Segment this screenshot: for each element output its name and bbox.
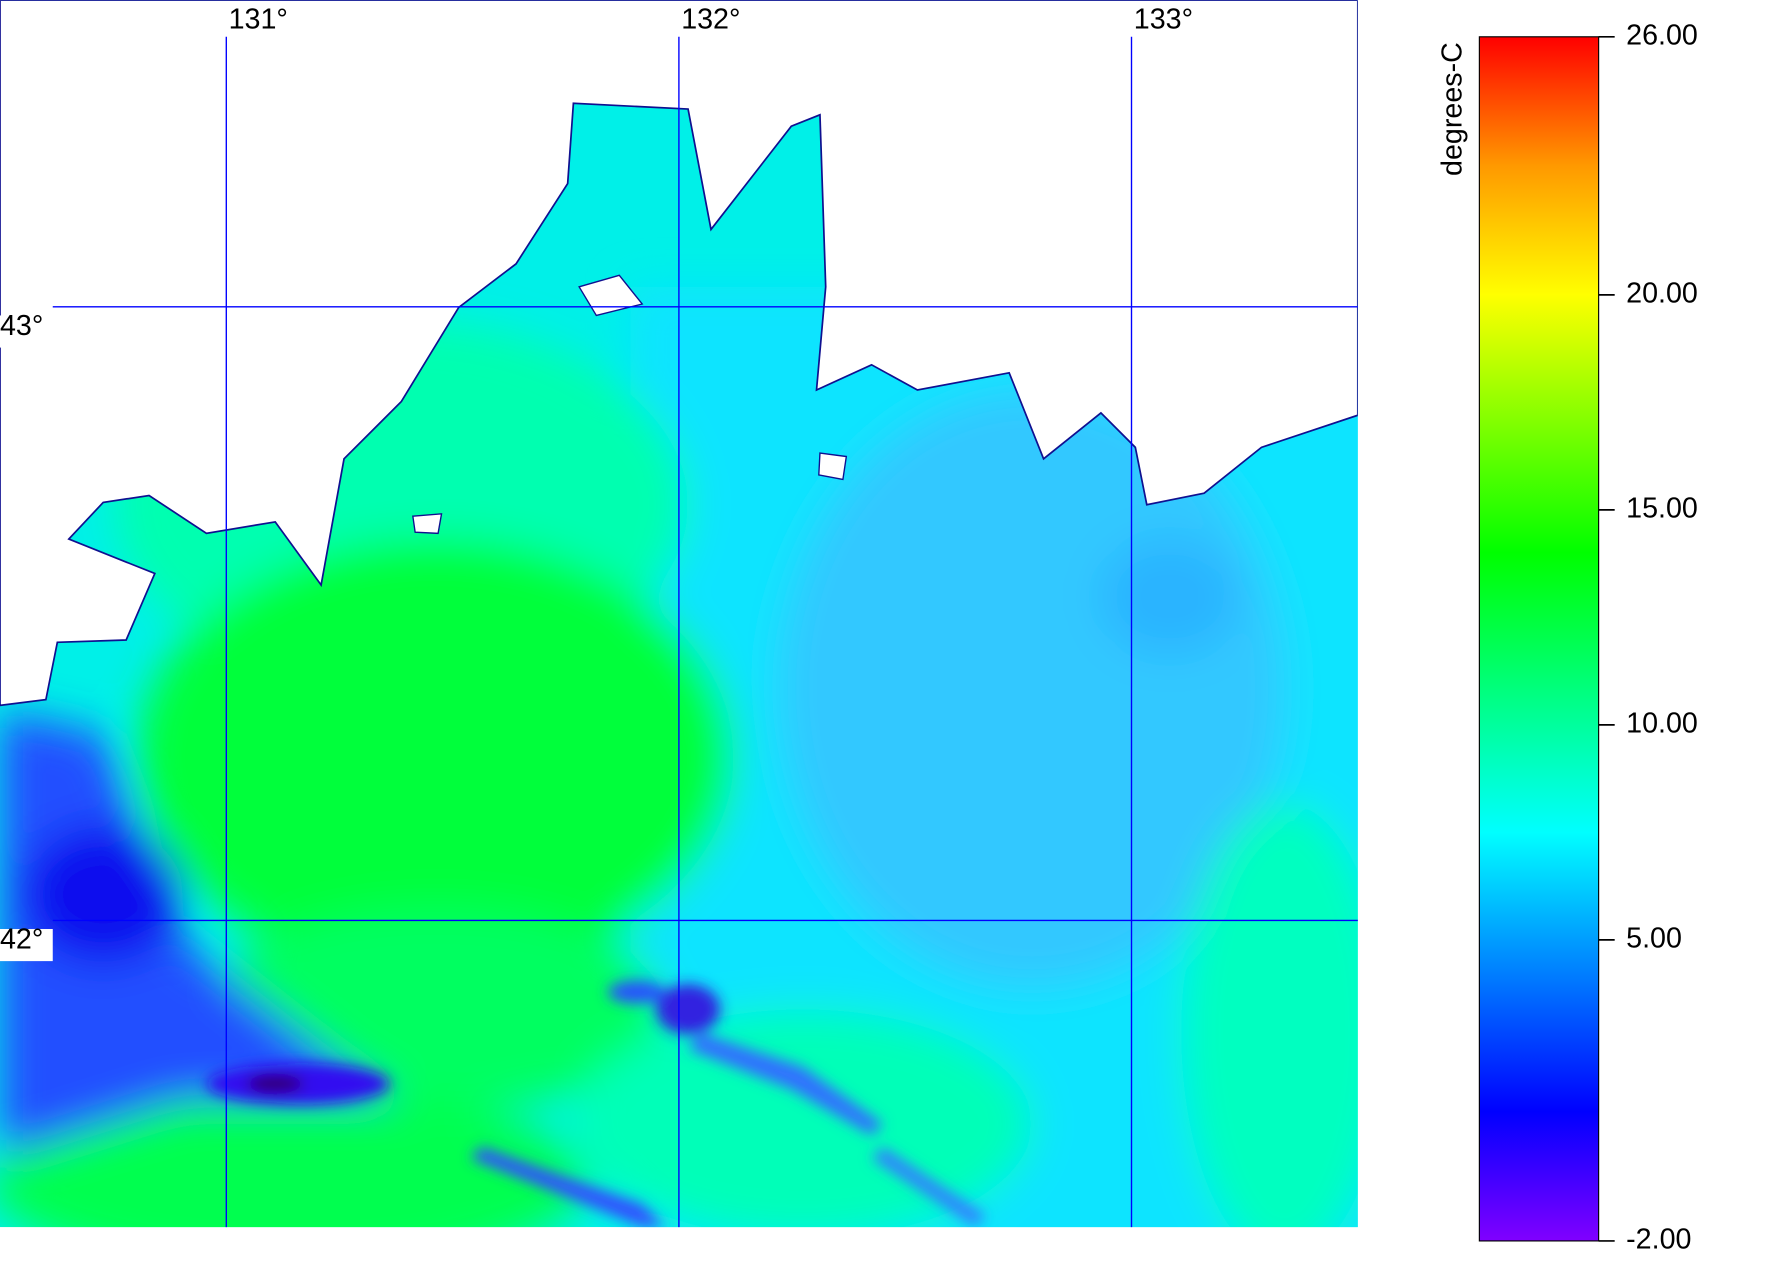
colorbar: 26.00 20.00 15.00 10.00 5.00 -2.00 xyxy=(1478,19,1698,1256)
lat-label: 42° xyxy=(0,924,43,956)
lat-label: 43° xyxy=(0,310,43,342)
label-bg xyxy=(0,929,53,962)
tick-label: 26.00 xyxy=(1626,19,1698,51)
land xyxy=(0,0,1358,707)
tick-label: 20.00 xyxy=(1626,277,1698,309)
tick-label: 5.00 xyxy=(1626,922,1682,954)
lon-label: 131° xyxy=(229,3,288,35)
cold-spots xyxy=(206,980,987,1228)
label-bg xyxy=(0,315,53,348)
tick-label: 15.00 xyxy=(1626,492,1698,524)
lon-label: 133° xyxy=(1134,3,1193,35)
tick-label: 10.00 xyxy=(1626,707,1698,739)
islands xyxy=(412,274,848,535)
colorbar-ramp xyxy=(1478,36,1600,1242)
graticule xyxy=(52,36,1358,1228)
lon-label: 132° xyxy=(681,3,740,35)
tick-label: -2.00 xyxy=(1626,1224,1691,1256)
colorbar-label: degrees-C xyxy=(1437,42,1469,176)
sst-field xyxy=(0,0,1358,1228)
